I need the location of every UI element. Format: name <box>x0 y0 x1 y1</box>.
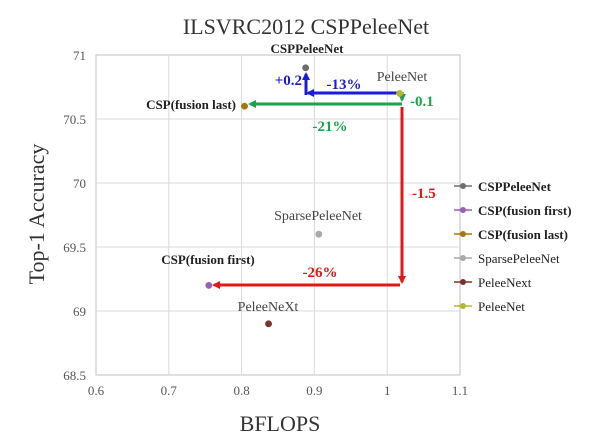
data-point-csp-fusion-first <box>205 281 213 289</box>
legend-marker <box>460 231 466 237</box>
x-tick-label: 0.8 <box>233 383 249 398</box>
data-point-peleenext <box>265 320 272 328</box>
legend-marker <box>460 279 466 285</box>
point-label-peleenext: PeleeNeXt <box>238 300 299 315</box>
y-tick-label: 69 <box>73 304 86 319</box>
annotation-blue-accuracy: +0.2 <box>275 73 302 89</box>
y-tick-label: 70.5 <box>63 112 86 127</box>
legend: CSPPeleeNet CSP(fusion first) CSP(fusion l… <box>454 179 572 314</box>
data-points <box>205 64 404 328</box>
annotation-blue-flops: -13% <box>327 77 362 93</box>
plot-area <box>95 54 461 376</box>
y-tick-label: 71 <box>73 48 86 63</box>
y-tick-label: 68.5 <box>63 368 86 383</box>
point-label-sparsepeleenet: SparsePeleeNet <box>274 209 362 224</box>
annotation-green-accuracy: -0.1 <box>410 94 434 110</box>
data-point-sparsepeleenet <box>315 230 323 238</box>
legend-marker <box>460 207 466 213</box>
x-tick-labels: 0.6 0.7 0.8 0.9 1 1.1 <box>88 383 468 398</box>
annotation-red-flops: -26% <box>303 265 338 281</box>
point-label-csp-fusion-first: CSP(fusion first) <box>161 252 255 267</box>
chart-title: ILSVRC2012 CSPPeleeNet <box>183 14 429 39</box>
annotations: +0.2 -13% -0.1 -21% -1.5 -26% <box>275 73 436 281</box>
data-point-csppeleenet <box>302 64 310 72</box>
x-tick-label: 0.7 <box>161 383 178 398</box>
annotation-green-flops: -21% <box>313 119 348 135</box>
point-label-peleenet: PeleeNet <box>377 70 428 85</box>
data-point-csp-fusion-last <box>241 102 248 110</box>
y-tick-label: 70 <box>73 176 86 191</box>
point-labels: CSPPeleeNet PeleeNet CSP(fusion last) Sp… <box>146 41 427 315</box>
legend-label: SparsePeleeNet <box>478 251 560 266</box>
x-axis-label: BFLOPS <box>240 411 321 436</box>
x-tick-label: 0.6 <box>88 383 105 398</box>
x-tick-label: 1 <box>384 383 391 398</box>
data-point-peleenet <box>396 89 404 97</box>
point-label-csp-fusion-last: CSP(fusion last) <box>146 97 236 112</box>
legend-marker <box>460 303 466 309</box>
legend-marker <box>460 255 466 261</box>
x-tick-label: 0.9 <box>306 383 322 398</box>
point-label-csppeleenet: CSPPeleeNet <box>271 41 345 56</box>
y-tick-label: 69.5 <box>63 240 86 255</box>
y-axis-label: Top-1 Accuracy <box>24 144 49 285</box>
legend-label: CSP(fusion first) <box>478 203 572 218</box>
annotation-red-accuracy: -1.5 <box>412 186 436 202</box>
legend-label: PeleeNet <box>478 299 525 314</box>
x-tick-label: 1.1 <box>452 383 468 398</box>
legend-label: PeleeNext <box>478 275 532 290</box>
gridlines <box>96 55 460 375</box>
legend-label: CSPPeleeNet <box>478 179 552 194</box>
y-tick-labels: 68.5 69 69.5 70 70.5 71 <box>63 48 86 383</box>
arrows <box>212 72 406 289</box>
legend-label: CSP(fusion last) <box>478 227 568 242</box>
legend-marker <box>460 183 466 189</box>
